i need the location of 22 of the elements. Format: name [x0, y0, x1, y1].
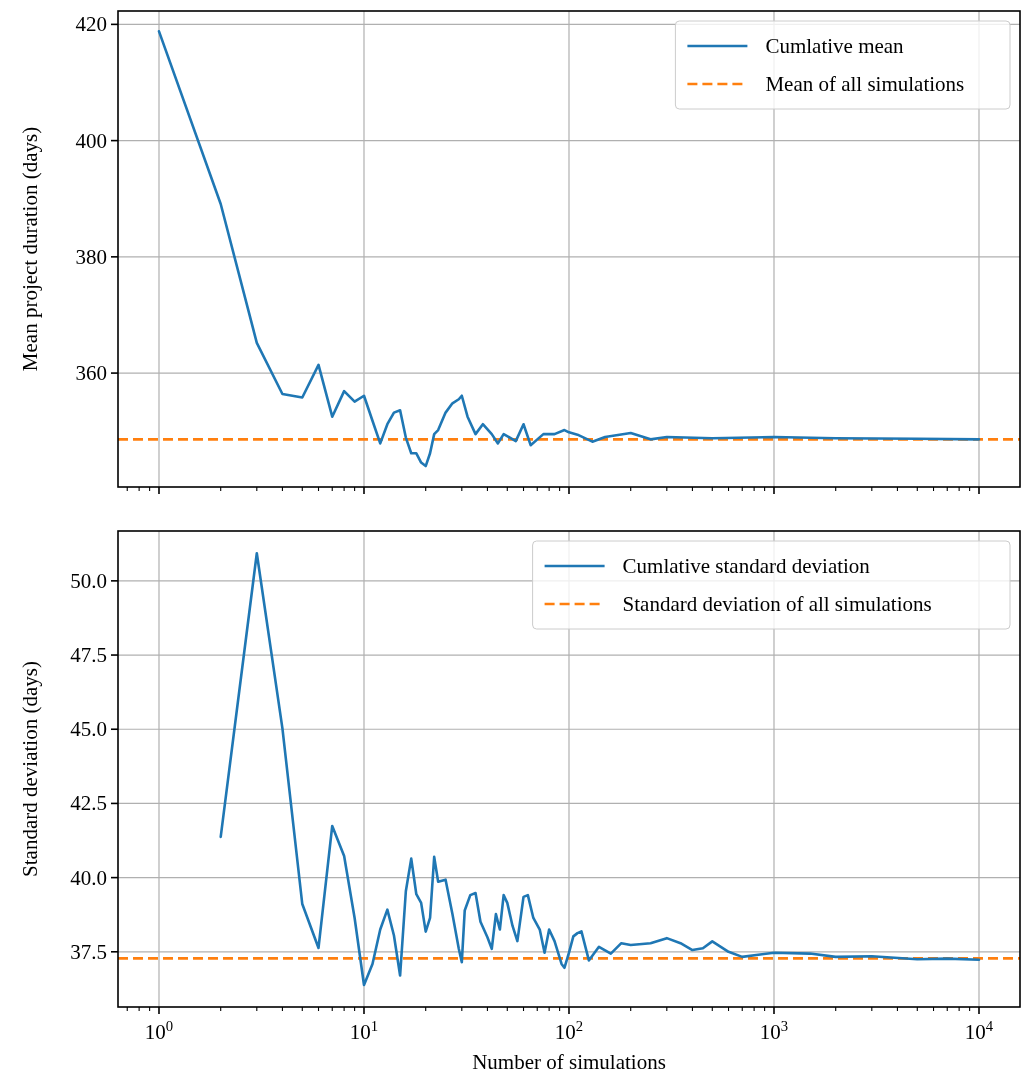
- x-tick-label: 10$^{4}$: [964, 1018, 994, 1044]
- y-tick-label: 380: [75, 244, 107, 269]
- y-tick-label: 40.0: [70, 865, 107, 890]
- legend-label: Standard deviation of all simulations: [622, 592, 932, 616]
- x-tick-label: 10$^{2}$: [554, 1018, 584, 1044]
- x-tick-label: 10$^{1}$: [349, 1018, 379, 1044]
- x-tick-label: 10$^{0}$: [144, 1018, 174, 1044]
- y-axis-title: Mean project duration (days): [18, 126, 42, 372]
- y-tick-label: 420: [75, 12, 107, 37]
- x-tick-label: 10$^{3}$: [759, 1018, 789, 1044]
- y-axis-title: Standard deviation (days): [18, 661, 42, 877]
- y-tick-label: 47.5: [70, 643, 107, 668]
- y-tick-label: 400: [75, 128, 107, 153]
- legend-label: Cumlative mean: [765, 34, 905, 58]
- y-tick-label: 42.5: [70, 791, 107, 816]
- y-tick-label: 37.5: [70, 939, 107, 964]
- y-tick-label: 50.0: [70, 568, 107, 593]
- y-tick-label: 360: [75, 361, 107, 386]
- y-tick-label: 45.0: [70, 717, 107, 742]
- legend-label: Cumlative standard deviation: [622, 554, 871, 578]
- x-axis-title: Number of simulations: [472, 1050, 666, 1074]
- legend-label: Mean of all simulations: [765, 72, 965, 96]
